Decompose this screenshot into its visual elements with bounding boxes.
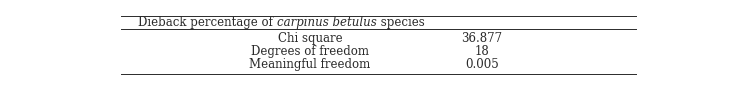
Text: 36.877: 36.877	[461, 32, 503, 45]
Text: species: species	[377, 16, 424, 29]
Text: carpinus betulus: carpinus betulus	[277, 16, 377, 29]
Text: Degrees of freedom: Degrees of freedom	[251, 45, 369, 58]
Text: Meaningful freedom: Meaningful freedom	[249, 58, 371, 71]
Text: Chi square: Chi square	[278, 32, 342, 45]
Text: 0.005: 0.005	[465, 58, 499, 71]
Text: Dieback percentage of: Dieback percentage of	[138, 16, 277, 29]
Text: 18: 18	[474, 45, 489, 58]
